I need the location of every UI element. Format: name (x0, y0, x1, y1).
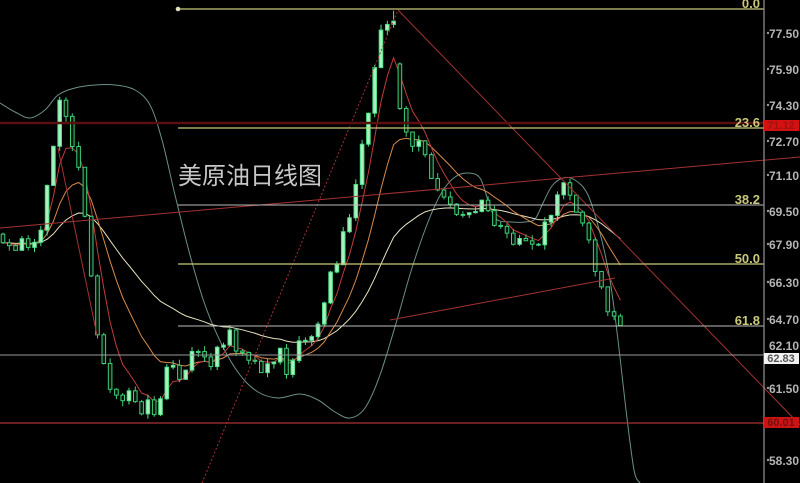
svg-text:67.90: 67.90 (769, 238, 799, 252)
svg-text:64.70: 64.70 (769, 313, 799, 327)
svg-text:74.30: 74.30 (769, 99, 799, 113)
svg-text:62.10: 62.10 (769, 339, 799, 353)
svg-text:77.50: 77.50 (769, 27, 799, 41)
svg-text:61.8: 61.8 (735, 313, 760, 328)
svg-text:23.6: 23.6 (735, 115, 760, 130)
svg-text:50.0: 50.0 (735, 251, 760, 266)
svg-text:71.12: 71.12 (767, 120, 795, 132)
svg-text:75.90: 75.90 (769, 63, 799, 77)
svg-text:61.50: 61.50 (769, 382, 799, 396)
svg-text:71.10: 71.10 (769, 169, 799, 183)
svg-text:72.70: 72.70 (769, 135, 799, 149)
svg-text:38.2: 38.2 (735, 192, 760, 207)
svg-text:60.01: 60.01 (767, 417, 795, 429)
svg-text:69.50: 69.50 (769, 205, 799, 219)
svg-text:美原油日线图: 美原油日线图 (178, 156, 322, 191)
svg-text:62.83: 62.83 (767, 353, 795, 365)
svg-text:58.30: 58.30 (769, 454, 799, 468)
svg-text:0.0: 0.0 (742, 0, 760, 11)
svg-text:66.30: 66.30 (769, 276, 799, 290)
